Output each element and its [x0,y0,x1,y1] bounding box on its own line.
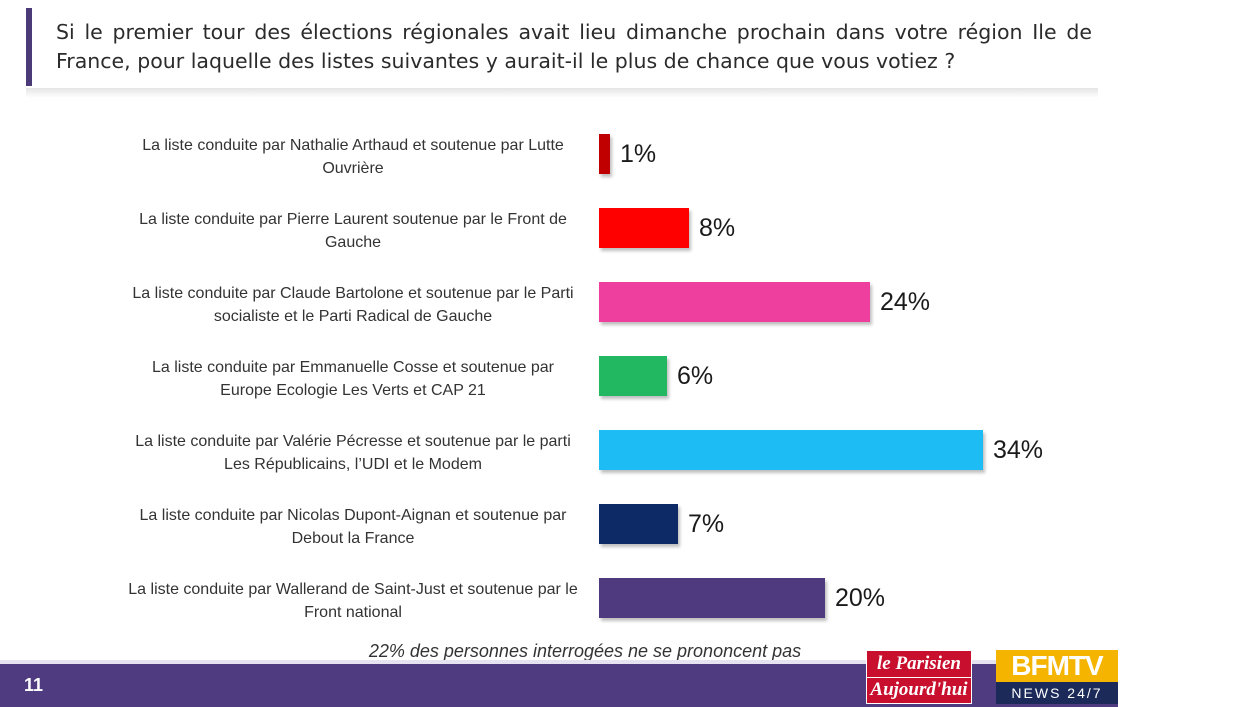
category-label: La liste conduite par Pierre Laurent sou… [139,211,567,251]
bar [599,134,610,174]
bar [599,504,678,544]
chart-row: La liste conduite par Wallerand de Saint… [0,578,1118,638]
chart-row: La liste conduite par Emmanuelle Cosse e… [0,356,1118,416]
chart-row: La liste conduite par Nicolas Dupont-Aig… [0,504,1118,564]
bar-value-label: 34% [993,436,1044,464]
title-divider [26,88,1098,98]
category-label: La liste conduite par Wallerand de Saint… [128,581,578,621]
bar [599,356,667,396]
le-parisien-logo-line2: Aujourd'hui [867,677,971,702]
question-title: Si le premier tour des élections régiona… [56,20,1092,73]
category-label: La liste conduite par Nicolas Dupont-Aig… [139,507,567,547]
title-accent-bar [26,8,32,86]
category-label: La liste conduite par Emmanuelle Cosse e… [151,359,554,399]
chart-row: La liste conduite par Pierre Laurent sou… [0,208,1118,268]
category-label: La liste conduite par Nathalie Arthaud e… [142,137,564,177]
bar [599,208,689,248]
bar-value-label: 1% [620,140,657,168]
category-label: La liste conduite par Valérie Pécresse e… [135,433,571,473]
bar-value-label: 6% [677,362,714,390]
bfmtv-logo: BFMTV NEWS 24/7 [996,650,1118,704]
bar [599,282,870,322]
question-block: Si le premier tour des élections régiona… [26,8,1094,88]
footer-divider [0,660,1118,664]
bar-value-label: 24% [880,288,931,316]
poll-slide: Si le premier tour des élections régiona… [0,8,1118,707]
bar-value-label: 8% [699,214,736,242]
no-opinion-footnote: 22% des personnes interrogées ne se pron… [368,641,802,661]
bfmtv-logo-tagline: NEWS 24/7 [1011,685,1103,701]
bar [599,430,983,470]
bfmtv-logo-name: BFMTV [996,650,1118,682]
page-number: 11 [24,675,44,695]
chart-row: La liste conduite par Valérie Pécresse e… [0,430,1118,490]
bar [599,578,825,618]
chart-row: La liste conduite par Nathalie Arthaud e… [0,134,1118,194]
le-parisien-logo-line1: le Parisien [877,653,961,674]
bar-value-label: 7% [688,510,725,538]
category-label: La liste conduite par Claude Bartolone e… [132,285,574,325]
chart-row: La liste conduite par Claude Bartolone e… [0,282,1118,342]
bar-value-label: 20% [835,584,886,612]
le-parisien-logo: le Parisien Aujourd'hui [866,650,972,704]
